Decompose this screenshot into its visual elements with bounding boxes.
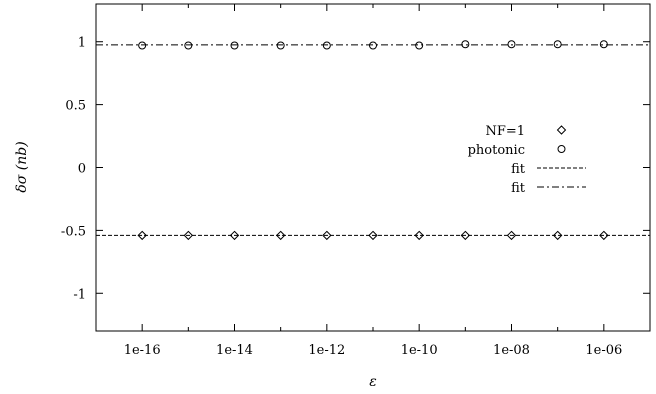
x-tick-label: 1e-14: [216, 343, 253, 358]
data-point-diamond: [137, 230, 147, 241]
fit-lines: [96, 44, 650, 236]
x-axis-label: ε: [369, 374, 377, 390]
data-point-circle: [415, 41, 424, 50]
x-tick-label: 1e-12: [308, 343, 345, 358]
data-point-diamond: [414, 230, 424, 241]
data-point-diamond: [599, 230, 609, 241]
data-point-circle: [553, 40, 562, 49]
y-tick-label: -0.5: [61, 224, 86, 239]
data-point-diamond: [552, 230, 563, 241]
x-tick-label: 1e-08: [493, 343, 530, 358]
legend-marker-diamond: [556, 125, 567, 135]
legend-marker-circle: [557, 145, 566, 153]
legend: NF=1 photonic fit fit: [468, 124, 586, 196]
y-axis-label: δσ (nb): [14, 141, 30, 192]
x-tick-label: 1e-06: [585, 343, 622, 358]
y-tick-label: 0: [78, 162, 86, 177]
legend-label: photonic: [468, 143, 525, 158]
data-points: [137, 40, 609, 241]
data-point-circle: [599, 40, 608, 49]
legend-label: NF=1: [485, 124, 525, 139]
x-tick-label: 1e-16: [124, 343, 161, 358]
data-point-circle: [138, 41, 147, 50]
data-point-circle: [276, 41, 285, 50]
y-tick-label: -1: [73, 287, 86, 302]
legend-label: fit: [511, 181, 526, 196]
y-tick-label: 1: [78, 36, 86, 51]
y-tick-label: 0.5: [65, 99, 86, 114]
data-point-circle: [461, 40, 470, 49]
data-point-diamond: [460, 230, 471, 241]
data-point-diamond: [183, 230, 194, 241]
x-tick-label: 1e-10: [401, 343, 438, 358]
data-point-circle: [322, 41, 331, 50]
data-point-diamond: [229, 230, 240, 241]
data-point-circle: [507, 40, 516, 49]
data-point-circle: [369, 41, 377, 50]
data-point-diamond: [322, 230, 332, 241]
legend-label: fit: [511, 162, 526, 177]
data-point-diamond: [275, 230, 286, 241]
data-point-circle: [230, 41, 239, 50]
data-point-diamond: [368, 230, 378, 241]
data-point-diamond: [506, 230, 517, 241]
plot-frame: [95, 3, 651, 332]
ticks: 1e-16 1e-14 1e-12 1e-10 1e-08 1e-06 1 0.5 0 -0.5 -…: [61, 4, 650, 358]
data-point-circle: [184, 41, 193, 50]
